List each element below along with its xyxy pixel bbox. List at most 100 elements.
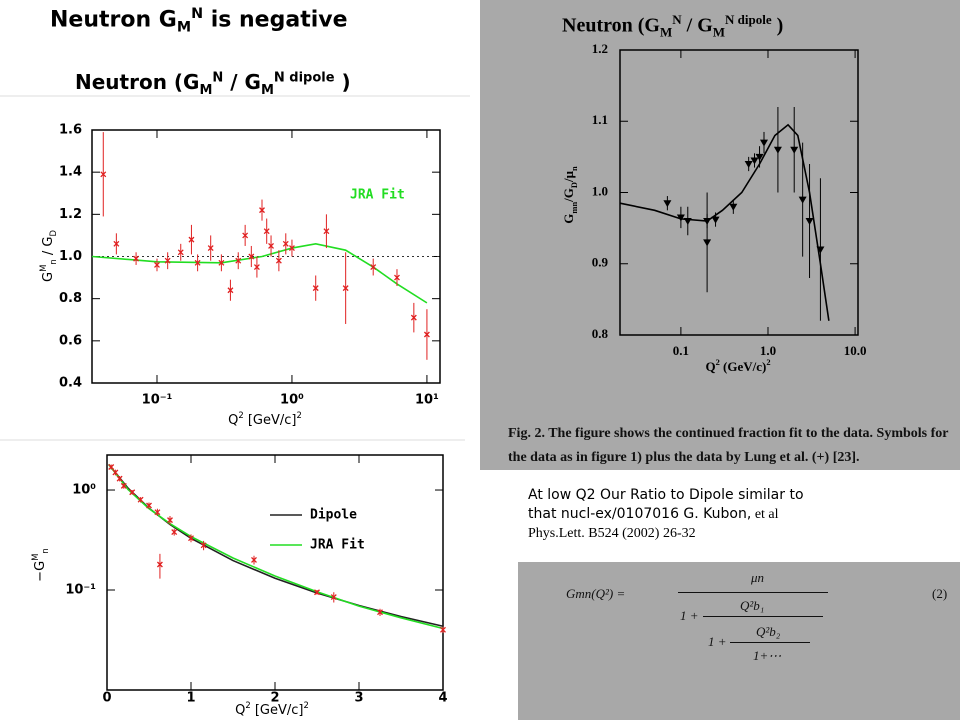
data-point <box>750 157 759 165</box>
data-point <box>288 245 295 252</box>
x-tick-label: 0 <box>102 691 111 706</box>
text-part: Q <box>705 359 715 374</box>
data-point <box>773 146 782 154</box>
text-part: / G <box>41 237 56 260</box>
formula-text: (2) <box>932 586 948 601</box>
note-line: that nucl-ex/0107016 G. Kubon, et al <box>528 505 804 524</box>
x-tick-label: 3 <box>354 691 363 706</box>
data-point <box>108 464 115 470</box>
data-point <box>129 489 136 496</box>
text-part: Q <box>228 413 238 428</box>
x-tick-label: 10⁻¹ <box>142 393 173 408</box>
plot-frame <box>106 454 444 691</box>
y-tick-label: 10⁰ <box>72 483 96 498</box>
fraction-bar <box>703 616 823 617</box>
formula-text: μn <box>751 570 765 585</box>
data-point <box>755 153 764 161</box>
data-point <box>410 314 417 321</box>
data-point <box>133 255 140 262</box>
data-point <box>100 171 107 178</box>
text-part: G <box>41 272 56 282</box>
fit-line <box>91 243 428 304</box>
data-point <box>282 240 289 247</box>
text-part: is negative <box>203 7 348 33</box>
fraction-bar <box>678 592 828 593</box>
plot-frame <box>619 49 859 336</box>
text-part: Neutron G <box>50 7 177 33</box>
data-point <box>112 469 119 476</box>
text-part: Neutron (G <box>75 70 200 94</box>
text-part: 2 <box>716 357 720 367</box>
data-point <box>423 331 430 338</box>
data-point <box>177 249 184 256</box>
data-point <box>268 242 275 249</box>
x-tick-label: 0.1 <box>673 343 689 358</box>
formula-text: 1+⋯ <box>753 648 782 663</box>
data-point <box>394 274 400 281</box>
x-tick-label: 10¹ <box>415 393 439 408</box>
y-axis-label: Gmn/GD/μn <box>561 166 579 224</box>
fraction-bar <box>730 642 810 643</box>
text-part: ) <box>771 14 784 37</box>
data-point <box>227 287 234 294</box>
y-tick-label: 1.2 <box>59 207 82 222</box>
data-point <box>683 218 692 225</box>
y-tick-label: 10⁻¹ <box>65 583 96 598</box>
y-tick-label: 0.4 <box>59 376 82 391</box>
text-part: Q <box>235 703 245 718</box>
data-point <box>744 161 753 168</box>
x-axis-label: Q2 [GeV/c]2 <box>235 700 309 718</box>
data-point <box>275 257 282 264</box>
data-point <box>798 196 807 204</box>
text-part: N <box>212 70 224 86</box>
note-line: At low Q2 Our Ratio to Dipole similar to <box>528 487 804 503</box>
data-point <box>729 203 738 211</box>
text-part: [GeV/c] <box>251 703 304 718</box>
text-part: /μ <box>561 170 576 183</box>
data-point <box>194 259 201 266</box>
text-part: n <box>569 166 579 171</box>
data-point <box>188 236 195 243</box>
data-point <box>790 146 799 154</box>
text-part: G <box>561 214 576 224</box>
note: At low Q2 Our Ratio to Dipole similar to… <box>528 486 804 543</box>
text-part: M <box>712 24 726 40</box>
x-tick-label: 1.0 <box>760 343 776 358</box>
text-part: n <box>48 259 58 264</box>
text-part: −G <box>33 561 48 582</box>
left-title: Neutron (GMN / GMN dipole ) <box>75 70 351 98</box>
text-part: N dipole <box>725 12 772 27</box>
data-point <box>323 228 330 235</box>
data-point <box>440 626 446 633</box>
formula-text: Q²b₁ <box>740 598 765 613</box>
data-point <box>263 228 270 235</box>
data-point <box>703 239 712 247</box>
data-point <box>314 589 320 596</box>
text-part: Neutron (G <box>562 14 660 37</box>
text-part: /G <box>561 188 576 203</box>
data-point <box>676 214 685 222</box>
formula-text: 1 + <box>708 634 727 649</box>
data-point <box>711 216 720 224</box>
note-text: that nucl-ex/0107016 G. Kubon, <box>528 506 752 522</box>
text-part: ) <box>334 70 351 94</box>
x-tick-label: 10⁰ <box>280 393 304 408</box>
legend-label: JRA Fit <box>350 188 405 203</box>
data-point <box>146 502 152 509</box>
note-text: et al <box>751 507 779 522</box>
text-part: n <box>40 548 50 553</box>
text-part: 2 <box>766 357 770 367</box>
text-part: N <box>672 12 682 27</box>
data-point <box>370 264 377 271</box>
y-tick-label: 1.1 <box>592 112 608 127</box>
caption: Fig. 2. The figure shows the continued f… <box>508 422 948 470</box>
data-point <box>116 475 123 482</box>
data-point <box>235 257 242 264</box>
data-point <box>167 517 173 524</box>
data-point <box>113 240 120 247</box>
data-point <box>253 264 260 271</box>
text-part: M <box>30 554 40 561</box>
text-part: M <box>199 83 213 98</box>
x-tick-label: 4 <box>438 691 447 706</box>
data-point <box>120 482 127 489</box>
